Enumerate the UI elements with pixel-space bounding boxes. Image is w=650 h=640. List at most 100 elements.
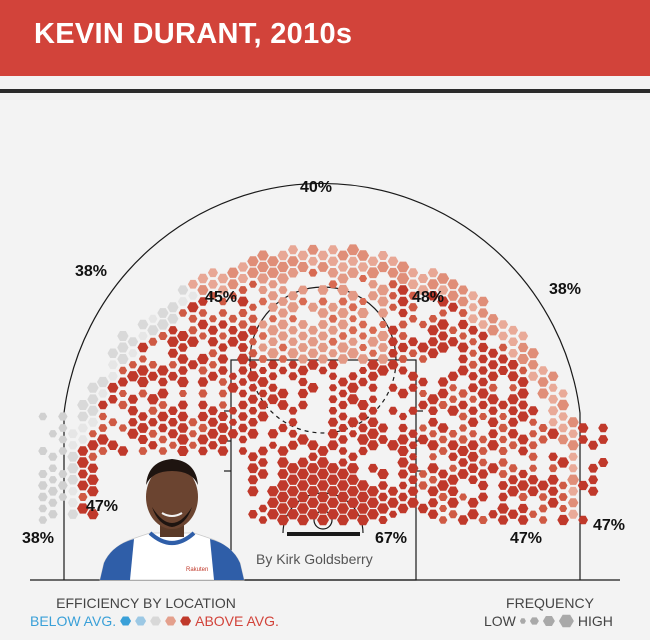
shot-hexagon: [297, 285, 309, 295]
shot-hexagon: [529, 430, 538, 438]
shot-hexagon: [307, 509, 319, 520]
shot-hexagon: [318, 366, 328, 375]
shot-hexagon: [237, 274, 249, 283]
shot-hexagon: [237, 296, 249, 307]
frequency-legend: FREQUENCY LOW HIGH: [484, 594, 616, 630]
shot-hexagon: [367, 256, 379, 266]
shot-hexagon: [98, 424, 108, 432]
shot-hexagon: [218, 320, 228, 329]
title-banner: KEVIN DURANT, 2010s: [0, 0, 650, 76]
shot-hexagon: [407, 463, 419, 473]
shot-hexagon: [167, 302, 179, 313]
shot-hexagon: [358, 412, 368, 421]
shot-hexagon: [97, 400, 108, 410]
shot-hexagon: [257, 377, 269, 387]
shot-hexagon: [138, 355, 147, 363]
shot-hexagon: [517, 411, 529, 422]
shot-hexagon: [458, 435, 468, 444]
shot-hexagon: [347, 394, 359, 405]
shot-hexagon: [177, 434, 189, 445]
shot-hexagon: [427, 337, 439, 347]
shot-hexagon: [379, 321, 387, 328]
shot-hexagon: [447, 440, 459, 451]
shot-hexagon: [168, 361, 178, 369]
shot-hexagon: [527, 486, 539, 497]
shot-hexagon: [488, 510, 498, 519]
shot-hexagon: [68, 487, 78, 496]
shot-hexagon: [348, 372, 358, 381]
shot-hexagon: [437, 296, 449, 307]
shot-hexagon: [217, 354, 229, 364]
shot-hexagon: [218, 401, 228, 409]
shot-hexagon: [397, 446, 409, 456]
zone-label-corner-3-left: 38%: [22, 530, 54, 547]
shot-hexagon: [148, 361, 158, 369]
shot-hexagon: [298, 400, 308, 410]
shot-hexagon: [258, 389, 268, 398]
shot-hexagon: [277, 331, 289, 341]
shot-hexagon: [97, 434, 109, 445]
shot-hexagon: [58, 470, 68, 478]
shot-hexagon: [588, 475, 599, 485]
shot-hexagon: [277, 469, 289, 479]
shot-hexagon: [217, 446, 229, 456]
shot-hexagon: [448, 452, 458, 461]
shot-hexagon: [488, 429, 499, 439]
shot-hexagon: [459, 332, 468, 340]
shot-hexagon: [217, 285, 229, 295]
shot-hexagon: [377, 308, 389, 318]
shot-hexagon: [218, 297, 228, 306]
shot-hexagon: [427, 509, 439, 519]
shot-hexagon: [408, 383, 418, 392]
shot-hexagon: [327, 417, 339, 427]
shot-hexagon: [247, 267, 259, 278]
shot-hexagon: [247, 463, 259, 474]
shot-hexagon: [337, 514, 349, 526]
shot-hexagon: [117, 342, 129, 353]
shot-hexagon: [167, 336, 179, 347]
shot-hexagon: [247, 428, 259, 439]
shot-hexagon: [498, 400, 509, 410]
shot-hexagon: [137, 435, 149, 444]
shot-hexagon: [237, 343, 249, 352]
shot-hexagon: [258, 332, 268, 340]
shot-hexagon: [337, 319, 349, 330]
shot-hexagon: [408, 303, 418, 312]
shot-hexagon: [527, 360, 539, 370]
shot-hexagon: [248, 280, 258, 288]
shot-hexagon: [177, 285, 189, 295]
shot-hexagon: [317, 354, 329, 364]
shot-hexagon: [388, 292, 398, 300]
shot-hexagon: [208, 349, 218, 358]
shot-hexagon: [518, 446, 529, 456]
shot-hexagon: [258, 458, 268, 467]
shot-hexagon: [98, 412, 108, 421]
efficiency-swatch-above-light: [165, 616, 177, 626]
shot-hexagon: [357, 250, 370, 261]
shot-hexagon: [377, 261, 389, 273]
shot-hexagon: [409, 453, 418, 461]
shot-hexagon: [257, 446, 268, 456]
shot-hexagon: [58, 447, 68, 455]
shot-hexagon: [396, 273, 410, 284]
shot-hexagon: [327, 268, 339, 278]
shot-hexagon: [317, 331, 329, 341]
frequency-legend-title: FREQUENCY: [506, 595, 594, 611]
shot-hexagon: [178, 390, 187, 397]
shot-hexagon: [127, 371, 139, 382]
shot-hexagon: [188, 314, 198, 323]
shot-hexagon: [337, 480, 349, 491]
shot-hexagon: [307, 463, 319, 474]
shot-hexagon: [487, 325, 499, 336]
shot-hexagon: [307, 440, 319, 451]
shot-hexagon: [277, 308, 289, 318]
shot-hexagon: [297, 250, 309, 261]
shot-hexagon: [517, 388, 529, 399]
shot-hexagon: [57, 481, 68, 490]
shot-hexagon: [338, 458, 348, 467]
shot-hexagon: [77, 469, 88, 479]
shot-hexagon: [567, 417, 579, 428]
shot-hexagon: [198, 332, 207, 340]
shot-hexagon: [258, 504, 268, 513]
shot-hexagon: [128, 349, 138, 358]
